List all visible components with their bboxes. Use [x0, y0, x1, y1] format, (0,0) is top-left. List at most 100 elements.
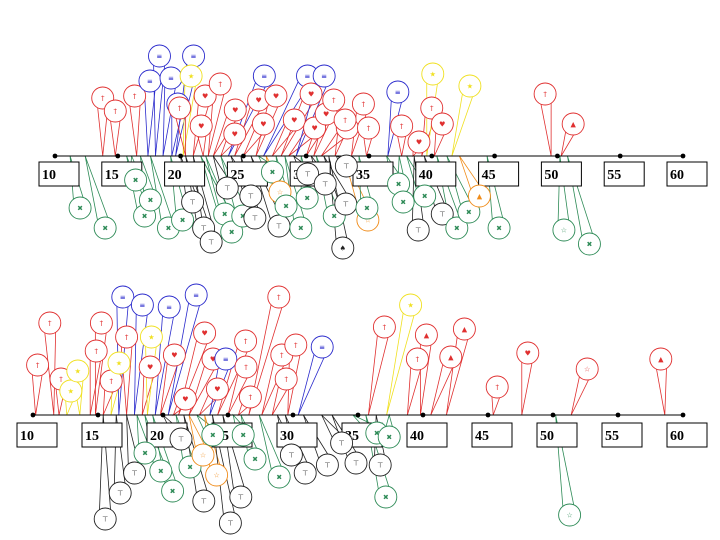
tick-box: [415, 161, 457, 187]
event-node-icon: †: [400, 123, 404, 131]
event-node-icon: †: [294, 342, 298, 350]
event-node: [413, 184, 437, 208]
event-node: [231, 423, 255, 447]
event-node: [267, 465, 291, 489]
event-node-icon: ⊤: [102, 516, 108, 524]
tick-label: 20: [168, 168, 182, 183]
event-node-icon: ≡: [319, 344, 325, 352]
event-node-icon: †: [343, 117, 347, 125]
event-node: [93, 507, 117, 531]
event-node: [533, 82, 557, 106]
tick-label: 15: [105, 168, 119, 183]
event-node: [193, 84, 217, 108]
event-node: [218, 511, 242, 535]
event-node: [108, 481, 132, 505]
tick-dot: [95, 412, 101, 418]
event-node-icon: ✖: [270, 169, 276, 177]
event-node: [374, 485, 398, 509]
tick-label: 55: [605, 429, 619, 444]
event-node-icon: †: [367, 125, 371, 133]
event-node: [452, 317, 476, 341]
event-node-icon: ⊤: [439, 211, 445, 219]
event-node: [344, 451, 368, 475]
event-node-icon: ☆: [584, 366, 590, 374]
event-node-icon: †: [59, 376, 63, 384]
tick-label: 40: [410, 429, 424, 444]
event-node-icon: ⊤: [132, 470, 138, 478]
event-node-icon: ✖: [77, 205, 83, 213]
tick-dot: [492, 153, 497, 159]
event-node-icon: ⊤: [224, 185, 230, 193]
event-node-icon: ♥: [255, 97, 261, 105]
event-node-icon: ≡: [139, 302, 145, 310]
tick-box: [81, 422, 123, 448]
event-node-icon: †: [383, 324, 387, 332]
tick-label: 15: [85, 429, 99, 444]
event-node-icon: ♥: [260, 121, 266, 129]
event-node-icon: ♥: [201, 330, 207, 338]
event-node-icon: ✖: [396, 181, 402, 189]
event-node-icon: ✖: [454, 225, 460, 233]
event-node: [322, 88, 346, 112]
event-node-icon: †: [133, 93, 137, 101]
event-node: [208, 72, 232, 96]
tick-label: 50: [544, 168, 558, 183]
event-node: [161, 479, 185, 503]
event-node: [223, 122, 247, 146]
event-node: [179, 64, 203, 88]
event-node-icon: ★: [148, 334, 154, 342]
tick-dot: [52, 153, 58, 159]
event-node: [414, 323, 438, 347]
event-node-icon: ♥: [232, 107, 238, 115]
event-node-icon: ▲: [658, 356, 664, 364]
event-node: [558, 503, 582, 527]
event-node-icon: ♥: [291, 117, 297, 125]
event-node-icon: ★: [116, 360, 122, 368]
event-node-icon: ⊤: [208, 239, 214, 247]
event-node: [357, 116, 380, 140]
event-node-icon: †: [244, 364, 248, 372]
event-node-icon: ⊤: [353, 460, 359, 468]
event-node-icon: ✖: [142, 450, 148, 458]
event-node-icon: ⊤: [276, 223, 282, 231]
tick-dot: [680, 412, 686, 418]
event-node: [107, 351, 131, 375]
event-node-icon: ✖: [383, 494, 389, 502]
tick-box: [478, 161, 520, 187]
event-node: [66, 359, 90, 383]
tick-dot: [225, 412, 231, 418]
event-node-icon: ≡: [168, 75, 174, 83]
tick-box: [601, 422, 643, 448]
event-node-icon: ★: [188, 73, 194, 81]
tick-label: 60: [670, 429, 684, 444]
event-node-icon: †: [114, 108, 118, 116]
event-node-icon: ✖: [142, 213, 148, 221]
event-node-icon: ✖: [133, 177, 139, 185]
event-node-icon: †: [430, 105, 434, 113]
node-connector: [446, 327, 471, 416]
event-node: [133, 441, 157, 465]
event-node: [313, 172, 337, 196]
event-node: [173, 387, 197, 411]
event-node-icon: ✖: [331, 213, 337, 221]
tick-dot: [290, 412, 296, 418]
node-group: †††≡≡≡≡≡★†♥♥†♥♥≡♥♥♥≡♥♥♥≡♥†♥†††≡†♥†★♥★†▲✖…: [68, 44, 601, 260]
event-node-icon: ♠: [340, 245, 346, 253]
event-node-icon: ♥: [323, 111, 329, 119]
event-node: [168, 96, 192, 120]
event-node: [252, 64, 276, 88]
event-node-icon: ✖: [210, 432, 216, 440]
event-node-icon: †: [332, 97, 336, 105]
event-node-icon: ≡: [305, 73, 311, 81]
tick-label: 20: [150, 429, 164, 444]
tick-box: [38, 161, 80, 187]
event-node-icon: ≡: [321, 73, 327, 81]
event-node: [215, 176, 239, 200]
tick-label: 35: [356, 168, 370, 183]
event-node: [649, 347, 673, 371]
event-node: [368, 453, 392, 477]
event-node: [577, 232, 601, 256]
event-node-icon: ★: [75, 368, 81, 376]
event-node-icon: ☆: [365, 217, 371, 225]
event-node: [234, 355, 258, 379]
